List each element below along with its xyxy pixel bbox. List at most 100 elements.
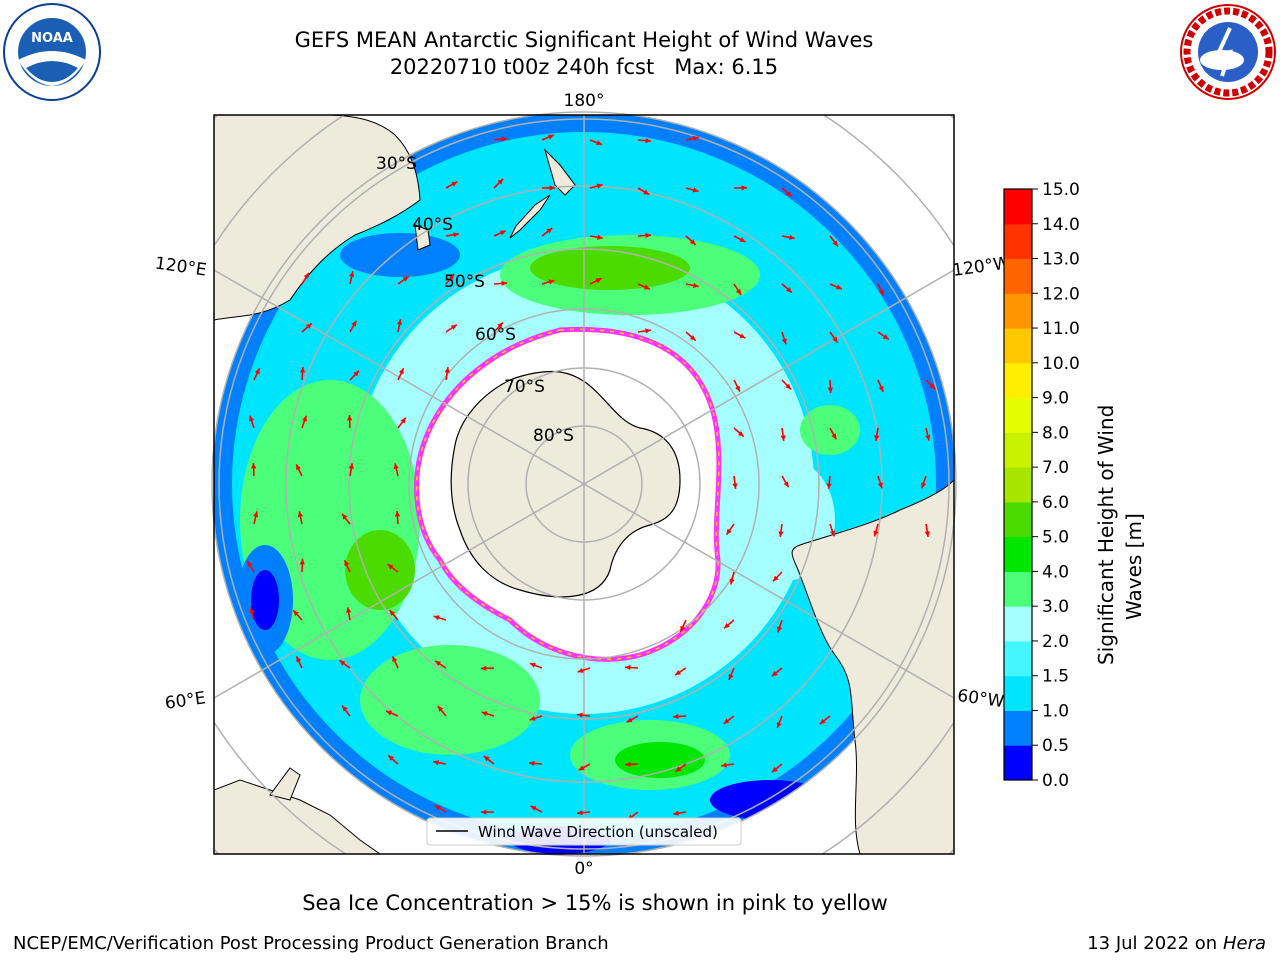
wave-direction-arrowhead <box>728 673 734 680</box>
wave-direction-arrowhead <box>781 338 787 345</box>
wave-direction-arrowhead <box>437 705 444 712</box>
wind-wave-arrows <box>246 134 936 821</box>
wave-direction-arrowhead <box>675 766 682 772</box>
wave-direction-arrowhead <box>348 463 354 469</box>
colorbar-swatch <box>1004 328 1032 364</box>
wave-direction-arrowhead <box>299 367 306 373</box>
wave-direction-arrowhead <box>786 286 792 293</box>
wave-direction-arrowhead <box>771 670 778 677</box>
wave-direction-arrowhead <box>483 756 490 762</box>
wave-direction-arrowhead <box>346 607 352 613</box>
wave-direction-arrowhead <box>645 232 651 239</box>
wave-direction-arrowhead <box>921 482 927 489</box>
wave-direction-arrowhead <box>299 559 305 565</box>
wave-direction-arrowhead <box>739 237 746 242</box>
wave-direction-arrowhead <box>444 367 450 373</box>
new-zealand-north-island <box>543 148 576 196</box>
wave-direction-arrowhead <box>249 415 255 422</box>
wave-direction-arrowhead <box>689 239 696 245</box>
wave-direction-arrowhead <box>353 370 360 377</box>
wave-direction-arrowhead <box>643 189 650 195</box>
wave-direction-arrowhead <box>481 665 487 671</box>
colorbar-tick-label: 13.0 <box>1042 250 1080 270</box>
chart-title: GEFS MEAN Antarctic Significant Height o… <box>294 28 874 52</box>
wave-direction-arrowhead <box>481 809 487 815</box>
colorbar-swatch <box>1004 467 1032 503</box>
wave-direction-arrowhead <box>297 511 303 518</box>
wave-direction-arrowhead <box>835 284 842 290</box>
colorbar-tick-label: 2.0 <box>1042 632 1069 652</box>
wave-direction-arrowhead <box>643 284 650 290</box>
colorbar-tick-label: 6.0 <box>1042 493 1069 513</box>
wave-direction-arrowhead <box>680 625 686 632</box>
wave-direction-arrowhead <box>625 664 631 671</box>
wave-direction-arrowhead <box>451 181 458 187</box>
wave-direction-arrowhead <box>596 183 603 189</box>
wave-direction-arrowhead <box>347 415 353 421</box>
graticule <box>214 115 954 854</box>
wave-direction-arrowhead <box>771 766 778 773</box>
wave-direction-arrowhead <box>783 481 789 488</box>
colorbar-swatch <box>1004 258 1032 294</box>
wave-direction-arrowhead <box>578 765 585 771</box>
lat-label-30s: 30°S <box>376 154 417 174</box>
wave-direction-arrowhead <box>433 760 439 766</box>
map-legend: Wind Wave Direction (unscaled) <box>426 817 742 846</box>
wave-direction-arrowhead <box>387 564 394 570</box>
wave-direction-arrowhead <box>741 185 747 191</box>
wave-direction-arrowhead <box>497 178 504 185</box>
colorbar-tick-label: 5.0 <box>1042 528 1069 548</box>
wave-direction-arrowhead <box>724 622 730 629</box>
colorbar-label-line1: Significant Height of Wind <box>1094 405 1118 665</box>
wave-direction-arrowhead <box>735 288 742 295</box>
wave-direction-arrowhead <box>732 483 738 489</box>
wave-direction-arrowhead <box>831 433 837 440</box>
wave-direction-arrowhead <box>349 271 355 278</box>
colorbar-swatch <box>1004 710 1032 746</box>
national-weather-service-logo <box>1180 4 1276 100</box>
wave-direction-arrowhead <box>777 626 783 633</box>
lon-label-60e: 60°E <box>164 688 207 713</box>
wave-direction-arrowhead <box>785 191 792 197</box>
colorbar-swatch <box>1004 606 1032 642</box>
colorbar-swatch <box>1004 501 1032 538</box>
wave-direction-arrowhead <box>433 615 440 621</box>
colorbar-tick-label: 8.0 <box>1042 423 1069 443</box>
wave-direction-arrowhead <box>293 610 299 617</box>
colorbar-tick-label: 0.0 <box>1042 771 1069 790</box>
lon-label-180: 180° <box>564 91 605 111</box>
wave-direction-arrowhead <box>626 717 633 723</box>
lat-label-80s: 80°S <box>533 426 574 446</box>
wave-direction-arrowhead <box>398 368 404 375</box>
sea-ice-note: Sea Ice Concentration > 15% is shown in … <box>302 891 888 915</box>
colorbar-tick-label: 4.0 <box>1042 562 1069 582</box>
wave-direction-arrowhead <box>396 319 403 326</box>
colorbar-swatch <box>1004 432 1032 468</box>
wave-direction-arrowhead <box>780 435 786 441</box>
noaa-logo: NOAA <box>3 3 101 101</box>
wave-direction-arrowhead <box>546 228 553 234</box>
wave-direction-arrowhead <box>253 511 259 518</box>
wave-direction-arrowhead <box>481 711 488 717</box>
colorbar-swatch <box>1004 745 1032 781</box>
wave-direction-arrowhead <box>453 232 459 238</box>
date-text: 13 Jul 2022 on <box>1087 933 1223 954</box>
colorbar-tick-label: 9.0 <box>1042 389 1069 409</box>
credit-line: NCEP/EMC/Verification Post Processing Pr… <box>13 933 609 954</box>
colorbar: 0.0 0.5 1.0 1.5 2.0 3.0 4.0 5.0 6.0 7.0 8.0 9.0 10.0… <box>1003 180 1146 790</box>
chart-subtitle: 20220710 t00z 240h fcst Max: 6.15 <box>389 55 779 79</box>
wave-direction-arrowhead <box>402 276 409 282</box>
wave-direction-arrowhead <box>723 718 730 724</box>
colorbar-swatch <box>1004 640 1032 677</box>
wave-direction-arrowhead <box>739 333 746 339</box>
map-frame <box>213 114 955 855</box>
wave-direction-arrowhead <box>529 760 535 767</box>
wave-direction-arrowhead <box>829 530 835 537</box>
wave-direction-arrowhead <box>344 560 350 567</box>
wave-direction-arrowhead <box>302 415 307 422</box>
wave-direction-arrowhead <box>448 273 455 280</box>
colorbar-swatch <box>1004 362 1032 399</box>
wave-direction-arrowhead <box>673 713 679 720</box>
wave-direction-arrowhead <box>529 715 536 721</box>
lat-label-70s: 70°S <box>504 377 545 397</box>
